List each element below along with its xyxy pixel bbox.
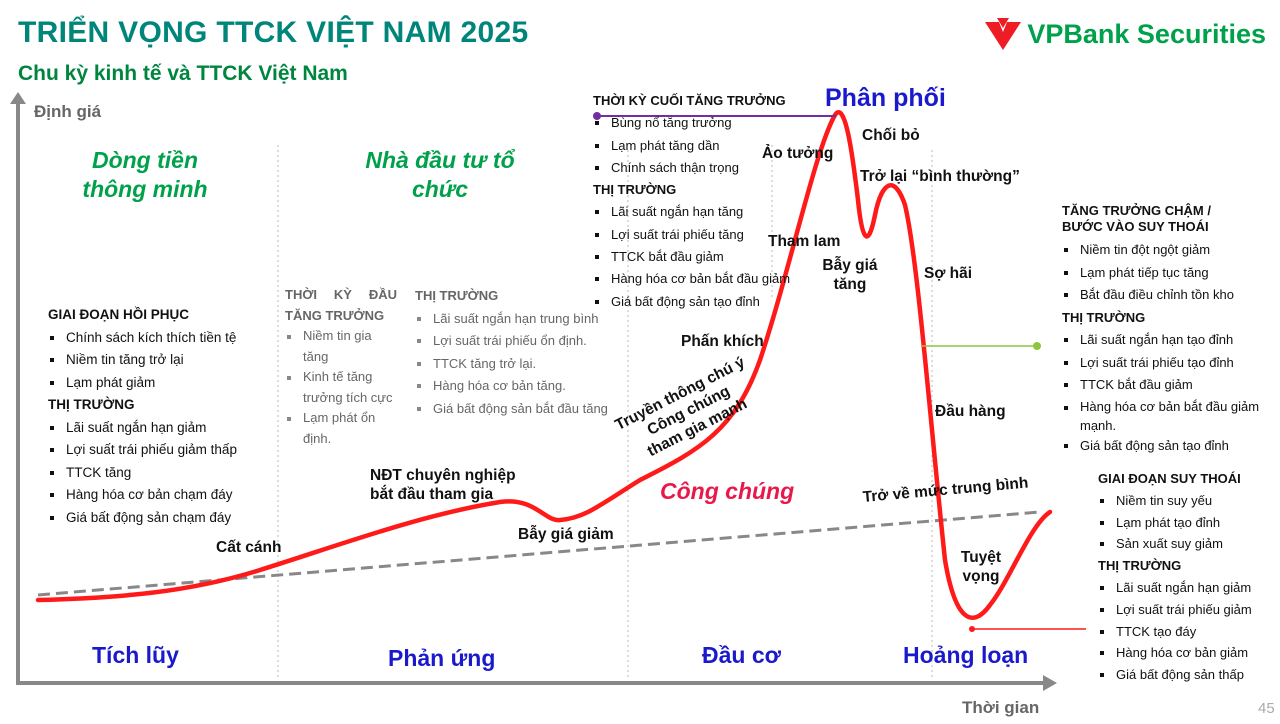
list-item: Lợi suất trái phiếu tăng	[593, 224, 758, 246]
list-item: Giá bất động sản bắt đầu tăng	[415, 398, 625, 421]
list-item: Lãi suất ngắn hạn trung bình	[415, 308, 625, 331]
list-item: Lạm phát tiếp tục tăng	[1062, 262, 1277, 285]
list-item: Hàng hóa cơ bản chạm đáy	[48, 484, 268, 507]
list-item: TTCK bắt đầu giảm	[1062, 374, 1277, 397]
phase-speculation: Đầu cơ	[702, 642, 781, 668]
block-market-title: THỊ TRƯỜNG	[1098, 558, 1182, 574]
page-title: TRIỂN VỌNG TTCK VIỆT NAM 2025	[18, 16, 529, 49]
phase-reaction: Phản ứng	[388, 645, 496, 671]
list-item: Giá bất động sản chạm đáy	[48, 507, 268, 530]
list-item: Chính sách kích thích tiền tệ	[48, 327, 268, 350]
list-item: Bùng nổ tăng trưởng	[593, 112, 758, 134]
trend-line	[37, 510, 1041, 597]
late-growth-block: THỜI KỲ CUỐI TĂNG TRƯỞNG Bùng nổ tăng tr…	[593, 90, 790, 313]
list-item: Lạm phát tăng dần	[593, 135, 758, 157]
institutional-label: Nhà đầu tư tổ chức	[365, 147, 515, 202]
label-return-normal: Trở lại “bình thường”	[860, 168, 1020, 185]
list-item: Sản xuất suy giảm	[1098, 533, 1248, 555]
pointer-dot	[593, 112, 601, 120]
list-item: Niềm tin gia tăng	[285, 326, 397, 367]
early-market-block: THỊ TRƯỜNG Lãi suất ngắn hạn trung bình L…	[415, 285, 625, 420]
block-market-title: THỊ TRƯỜNG	[1062, 309, 1146, 325]
list-item: Lạm phát tạo đỉnh	[1098, 512, 1248, 534]
list-item: Lợi suất trái phiếu giảm	[1098, 599, 1252, 621]
logo: VPBank Securities	[985, 18, 1266, 50]
list-item: Lợi suất trái phiếu tạo đỉnh	[1062, 352, 1277, 375]
list-item: Hàng hóa cơ bản giảm	[1098, 642, 1248, 664]
pointer-dot	[1033, 342, 1041, 350]
list-item: TTCK tăng trở lại.	[415, 353, 625, 376]
list-item: Lãi suất ngắn hạn giảm	[48, 417, 268, 440]
page-subtitle: Chu kỳ kinh tế và TTCK Việt Nam	[18, 62, 348, 85]
list-item: Niềm tin suy yếu	[1098, 490, 1248, 512]
list-item: Hàng hóa cơ bản bắt đầu giảm	[593, 268, 790, 290]
market-cycle-curve	[35, 110, 1053, 620]
list-item: Giá bất động sản tạo đỉnh	[1062, 435, 1277, 458]
list-item: TTCK tăng	[48, 462, 268, 485]
recovery-block: GIAI ĐOẠN HỒI PHỤC Chính sách kích thích…	[48, 304, 268, 529]
label-euphoria: Phấn khích	[681, 333, 764, 350]
list-item: Lãi suất ngắn hạn tạo đỉnh	[1062, 329, 1277, 352]
smart-money-label: Dòng tiền thông minh	[82, 147, 208, 202]
list-item: Niềm tin tăng trở lại	[48, 349, 268, 372]
pointer-dot	[969, 626, 975, 632]
list-item: Hàng hóa cơ bản tăng.	[415, 375, 625, 398]
slowdown-block: TĂNG TRƯỞNG CHẬM / BƯỚC VÀO SUY THOÁI Ni…	[1062, 203, 1277, 457]
y-axis-label: Định giá	[34, 102, 102, 121]
list-item: Niềm tin đột ngột giảm	[1062, 239, 1277, 262]
label-bear-trap: Bẫy giá giảm	[518, 526, 614, 543]
list-item: Kinh tế tăng trưởng tích cực	[285, 367, 397, 408]
recession-block: GIAI ĐOẠN SUY THOÁI Niềm tin suy yếu Lạm …	[1098, 468, 1252, 686]
list-item: Giá bất động sản thấp	[1098, 664, 1248, 686]
list-item: Chính sách thận trọng	[593, 157, 758, 179]
list-item: Giá bất động sản tạo đỉnh	[593, 291, 760, 313]
block-title: TĂNG TRƯỞNG CHẬM / BƯỚC VÀO SUY THOÁI	[1062, 203, 1211, 234]
x-axis-arrow	[1043, 675, 1057, 691]
block-title: THỜI KỲ CUỐI TĂNG TRƯỞNG	[593, 93, 786, 108]
list-item: Bắt đầu điều chỉnh tồn kho	[1062, 284, 1277, 307]
distribution-label: Phân phối	[825, 84, 946, 112]
list-item: Lợi suất trái phiếu giảm thấp	[48, 439, 268, 462]
list-item: Lãi suất ngắn hạn tăng	[593, 201, 758, 223]
label-bull-trap: Bẫy giá tăng	[822, 257, 878, 293]
label-fear: Sợ hãi	[924, 265, 973, 282]
block-title: THỜI KỲ ĐẦU TĂNG TRƯỞNG	[285, 287, 397, 323]
list-item: Hàng hóa cơ bản bắt đầu giảm mạnh.	[1062, 397, 1277, 435]
vpbank-logo-icon	[985, 18, 1022, 50]
x-axis-label: Thời gian	[962, 698, 1040, 717]
public-label: Công chúng	[660, 478, 795, 504]
y-axis-arrow	[10, 92, 26, 104]
label-despair: Tuyệt vọng	[960, 549, 1002, 585]
list-item: Lợi suất trái phiếu ổn định.	[415, 330, 625, 353]
block-title: GIAI ĐOẠN SUY THOÁI	[1098, 471, 1241, 486]
block-market-title: THỊ TRƯỜNG	[593, 182, 677, 198]
label-capitulation: Đầu hàng	[935, 403, 1006, 420]
list-item: Lạm phát ổn định.	[285, 408, 397, 449]
label-takeoff: Cất cánh	[216, 539, 282, 556]
label-greed: Tham lam	[768, 233, 841, 250]
list-item: Lãi suất ngắn hạn giảm	[1098, 577, 1251, 599]
list-item: TTCK bắt đầu giảm	[593, 246, 758, 268]
logo-text: VPBank Securities	[1027, 18, 1266, 49]
list-item: Lạm phát giảm	[48, 372, 268, 395]
label-delusion: Ảo tưởng	[762, 145, 834, 162]
block-market-title: THỊ TRƯỜNG	[48, 397, 135, 412]
phase-panic: Hoảng loạn	[903, 642, 1029, 668]
block-title: GIAI ĐOẠN HỒI PHỤC	[48, 307, 190, 322]
label-denial: Chối bỏ	[862, 127, 920, 144]
block-market-title: THỊ TRƯỜNG	[415, 288, 499, 303]
early-growth-block: THỜI KỲ ĐẦU TĂNG TRƯỞNG Niềm tin gia tăn…	[285, 285, 397, 449]
label-pro-investors: NĐT chuyên nghiệp bắt đầu tham gia	[370, 467, 516, 503]
phase-accumulation: Tích lũy	[92, 642, 179, 668]
page-number: 45	[1258, 700, 1275, 717]
list-item: TTCK tạo đáy	[1098, 621, 1248, 643]
